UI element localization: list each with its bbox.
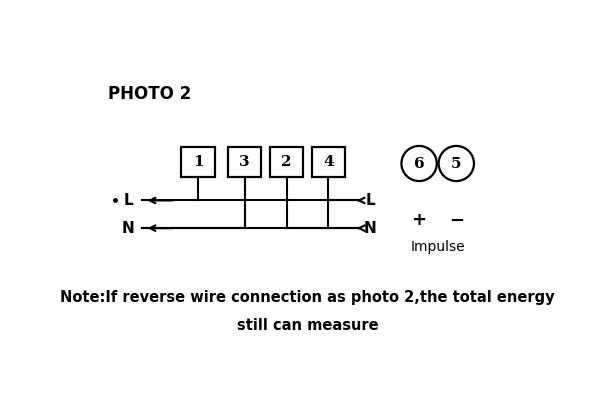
Text: Note:If reverse wire connection as photo 2,the total energy: Note:If reverse wire connection as photo… <box>60 290 555 305</box>
Text: 5: 5 <box>451 156 461 170</box>
Bar <box>270 146 304 177</box>
Bar <box>181 146 215 177</box>
Text: 4: 4 <box>323 155 334 169</box>
Bar <box>311 146 345 177</box>
Text: L: L <box>124 193 133 208</box>
Text: N: N <box>364 221 377 236</box>
Text: 6: 6 <box>414 156 424 170</box>
Text: still can measure: still can measure <box>236 318 379 333</box>
Text: Impulse: Impulse <box>410 240 465 254</box>
Text: N: N <box>122 221 135 236</box>
Text: −: − <box>449 212 464 230</box>
Ellipse shape <box>401 146 437 181</box>
Text: 3: 3 <box>239 155 250 169</box>
Text: +: + <box>412 212 427 230</box>
Text: PHOTO 2: PHOTO 2 <box>107 85 191 103</box>
Text: L: L <box>365 193 375 208</box>
Bar <box>228 146 262 177</box>
Text: 1: 1 <box>193 155 203 169</box>
Ellipse shape <box>439 146 474 181</box>
Text: 2: 2 <box>281 155 292 169</box>
